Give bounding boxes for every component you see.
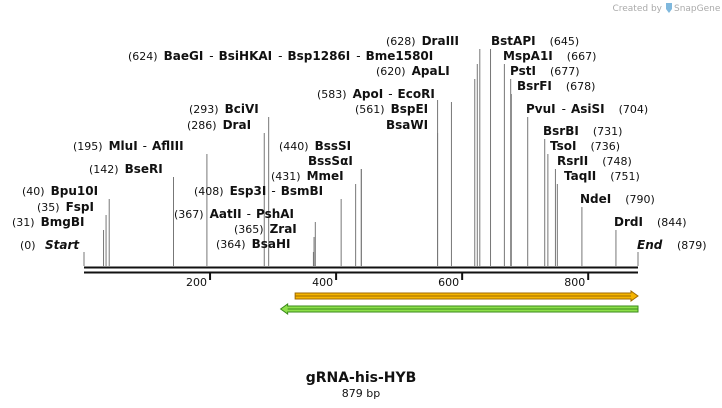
site-labels: (31) BmgBI (35) FspI (40) Bpu10I (142) BseRI… bbox=[12, 34, 687, 251]
site-mmei[interactable]: (431) MmeI bbox=[271, 169, 344, 183]
site-zrai[interactable]: (365) ZraI bbox=[234, 222, 297, 236]
axis-tick-label: 200 bbox=[186, 276, 207, 289]
site-baegi-group[interactable]: (624) BaeGI - BsiHKAI - Bsp1286I - Bme1580I bbox=[128, 49, 433, 63]
site-esp3i-bsmbi[interactable]: (408) Esp3I - BsmBI bbox=[194, 184, 323, 198]
site-bsahi[interactable]: (364) BsaHI bbox=[216, 237, 291, 251]
snapgene-logo-icon bbox=[666, 3, 672, 13]
map-length: 879 bp bbox=[342, 387, 380, 400]
site-bpu10i[interactable]: (40) Bpu10I bbox=[22, 184, 98, 198]
branding-name: SnapGene bbox=[674, 4, 721, 14]
site-apoi-ecori[interactable]: (583) ApoI - EcoRI bbox=[317, 87, 435, 101]
site-bmgbi[interactable]: (31) BmgBI bbox=[12, 215, 84, 229]
site-ndei[interactable]: NdeI (790) bbox=[580, 192, 655, 206]
site-taqii[interactable]: TaqII (751) bbox=[564, 169, 640, 183]
site-bcivi[interactable]: (293) BciVI bbox=[189, 102, 259, 116]
axis-tick-label: 800 bbox=[564, 276, 585, 289]
start-label: Start bbox=[45, 238, 80, 252]
site-draiii[interactable]: (628) DraIII bbox=[386, 34, 459, 48]
site-psti[interactable]: PstI (677) bbox=[510, 64, 580, 78]
site-bseri[interactable]: (142) BseRI bbox=[89, 162, 163, 176]
end-label: End bbox=[637, 238, 663, 252]
end-position: (879) bbox=[677, 239, 707, 252]
site-bspei[interactable]: (561) BspEI bbox=[355, 102, 428, 116]
site-bsrbi[interactable]: BsrBI (731) bbox=[543, 124, 622, 138]
axis-ticks: 200 400 600 800 bbox=[186, 273, 590, 289]
features bbox=[279, 290, 639, 315]
site-drdi[interactable]: DrdI (844) bbox=[614, 215, 687, 229]
map-title: gRNA-his-HYB bbox=[306, 370, 417, 386]
site-aatii-pshai[interactable]: (367) AatII - PshAI bbox=[174, 207, 294, 221]
axis-tick-label: 600 bbox=[438, 276, 459, 289]
site-drai[interactable]: (286) DraI bbox=[187, 118, 251, 132]
site-rsrii[interactable]: RsrII (748) bbox=[557, 154, 632, 168]
site-mspa1i[interactable]: MspA1I (667) bbox=[503, 49, 596, 63]
site-bsrfi[interactable]: BsrFI (678) bbox=[517, 79, 595, 93]
branding: Created by SnapGene bbox=[612, 3, 721, 14]
site-pvui-asisi[interactable]: PvuI - AsiSI (704) bbox=[526, 102, 648, 116]
backbone bbox=[84, 266, 638, 274]
site-bsssai[interactable]: BssSαI bbox=[308, 154, 353, 168]
branding-prefix: Created by bbox=[612, 4, 662, 14]
axis-tick-label: 400 bbox=[312, 276, 333, 289]
site-tsoi[interactable]: TsoI (736) bbox=[550, 139, 620, 153]
site-bsssi[interactable]: (440) BssSI bbox=[279, 139, 351, 153]
site-bsawi[interactable]: BsaWI bbox=[386, 118, 428, 132]
site-fspi[interactable]: (35) FspI bbox=[37, 200, 94, 214]
site-bstapi[interactable]: BstAPI (645) bbox=[491, 34, 579, 48]
site-leaders bbox=[83, 49, 639, 266]
site-apali[interactable]: (620) ApaLI bbox=[376, 64, 450, 78]
site-mlui-afliii[interactable]: (195) MluI - AflIII bbox=[73, 139, 184, 153]
start-position: (0) bbox=[20, 239, 36, 252]
